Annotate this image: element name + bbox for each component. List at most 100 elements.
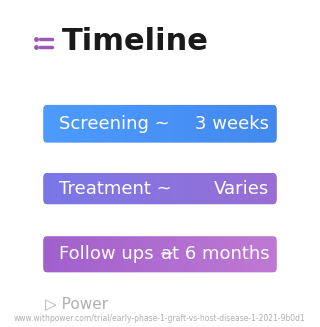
Bar: [123, 167, 124, 211]
Bar: [236, 230, 237, 279]
Bar: [265, 230, 266, 279]
Bar: [265, 99, 266, 149]
Bar: [179, 99, 180, 149]
Bar: [55, 230, 57, 279]
Bar: [99, 230, 100, 279]
Bar: [147, 167, 148, 211]
Bar: [269, 230, 271, 279]
Bar: [74, 99, 75, 149]
Bar: [134, 230, 135, 279]
Bar: [219, 167, 220, 211]
Bar: [189, 167, 191, 211]
Bar: [101, 167, 102, 211]
Bar: [151, 99, 153, 149]
Bar: [80, 167, 81, 211]
Bar: [221, 230, 223, 279]
Bar: [137, 230, 138, 279]
Bar: [111, 99, 112, 149]
Bar: [79, 230, 80, 279]
Bar: [61, 167, 63, 211]
Bar: [42, 167, 43, 211]
Bar: [230, 167, 231, 211]
Bar: [41, 99, 42, 149]
Bar: [269, 167, 271, 211]
Bar: [49, 230, 51, 279]
Bar: [213, 230, 214, 279]
Bar: [212, 230, 213, 279]
Bar: [262, 230, 263, 279]
Bar: [171, 99, 172, 149]
Bar: [185, 99, 186, 149]
Bar: [251, 230, 252, 279]
Bar: [233, 99, 234, 149]
Bar: [105, 99, 106, 149]
Bar: [161, 230, 163, 279]
Bar: [250, 167, 251, 211]
Bar: [170, 230, 171, 279]
Bar: [149, 99, 150, 149]
Bar: [157, 230, 159, 279]
Bar: [53, 99, 54, 149]
Bar: [175, 167, 176, 211]
Bar: [81, 167, 83, 211]
Bar: [55, 99, 57, 149]
Bar: [53, 167, 54, 211]
Bar: [59, 167, 60, 211]
Bar: [156, 230, 157, 279]
Bar: [164, 99, 165, 149]
Bar: [281, 99, 282, 149]
Bar: [243, 167, 244, 211]
Bar: [260, 167, 261, 211]
Bar: [84, 167, 85, 211]
Bar: [76, 230, 77, 279]
Bar: [266, 230, 267, 279]
Bar: [108, 99, 109, 149]
Bar: [181, 99, 182, 149]
Bar: [128, 99, 129, 149]
Bar: [101, 99, 102, 149]
Bar: [95, 167, 96, 211]
Bar: [103, 230, 105, 279]
Bar: [282, 230, 283, 279]
Bar: [48, 167, 49, 211]
Bar: [209, 230, 211, 279]
Bar: [140, 167, 141, 211]
Bar: [203, 230, 204, 279]
Bar: [71, 230, 73, 279]
Bar: [75, 167, 76, 211]
Bar: [90, 230, 91, 279]
Bar: [97, 167, 99, 211]
Bar: [220, 230, 221, 279]
Bar: [160, 167, 161, 211]
Bar: [275, 99, 276, 149]
Bar: [133, 167, 134, 211]
Bar: [77, 230, 79, 279]
Bar: [235, 230, 236, 279]
Bar: [221, 99, 223, 149]
Bar: [127, 167, 128, 211]
Bar: [135, 99, 137, 149]
Bar: [177, 167, 179, 211]
Bar: [131, 99, 132, 149]
Bar: [81, 99, 83, 149]
Bar: [116, 167, 117, 211]
Bar: [165, 99, 166, 149]
Bar: [116, 99, 117, 149]
Bar: [225, 230, 227, 279]
Bar: [93, 230, 95, 279]
Bar: [256, 99, 257, 149]
Bar: [145, 230, 147, 279]
Bar: [214, 230, 215, 279]
Bar: [278, 167, 279, 211]
Bar: [140, 99, 141, 149]
Bar: [227, 99, 228, 149]
Bar: [253, 230, 255, 279]
Bar: [59, 99, 60, 149]
Bar: [118, 99, 119, 149]
Bar: [134, 167, 135, 211]
Bar: [107, 167, 108, 211]
Bar: [113, 99, 115, 149]
Bar: [119, 99, 121, 149]
Bar: [179, 230, 180, 279]
Bar: [160, 99, 161, 149]
